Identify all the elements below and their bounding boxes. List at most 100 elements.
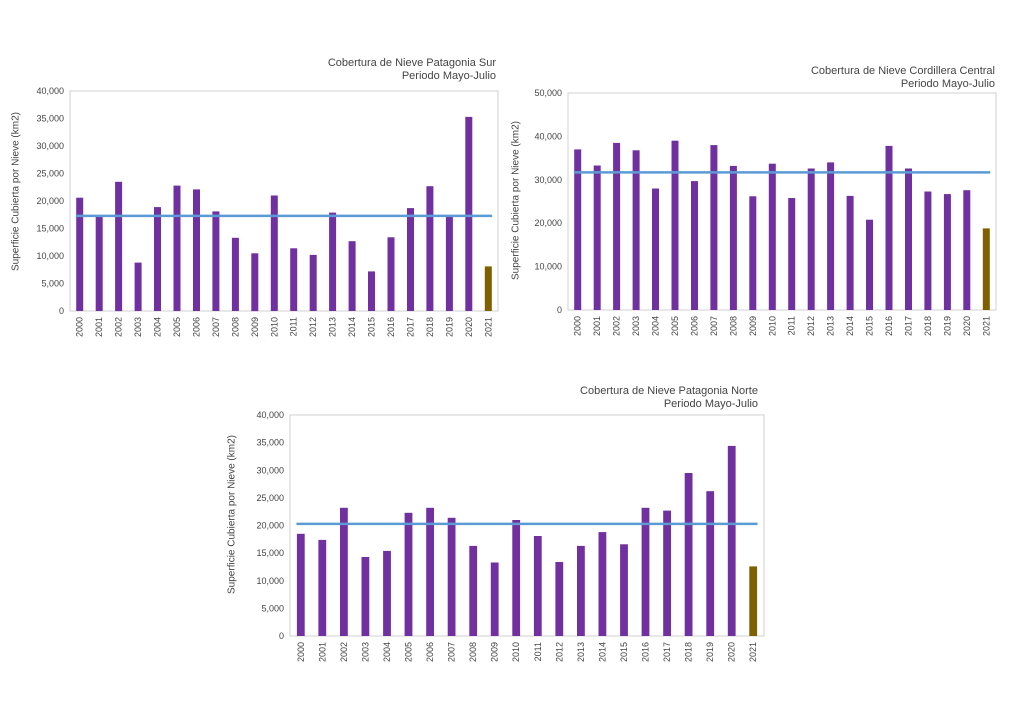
x-tick-label: 2012 xyxy=(554,642,564,662)
y-tick-label: 30,000 xyxy=(256,465,284,475)
y-tick-label: 30,000 xyxy=(534,175,562,185)
x-tick-label: 2000 xyxy=(75,317,85,337)
chart-subtitle-line: Periodo Mayo-Julio xyxy=(663,398,758,410)
y-tick-label: 35,000 xyxy=(36,114,64,124)
bar-2002 xyxy=(340,507,348,636)
y-tick-label: 15,000 xyxy=(36,224,64,234)
bar-2016 xyxy=(885,145,893,310)
x-tick-label: 2001 xyxy=(317,642,327,662)
bar-2006 xyxy=(193,189,200,311)
bar-2015 xyxy=(368,271,375,311)
bar-2019 xyxy=(445,216,453,311)
bar-2002 xyxy=(115,181,123,312)
y-tick-label: 30,000 xyxy=(36,141,64,151)
x-tick-label: 2004 xyxy=(382,642,392,662)
x-tick-label: 2011 xyxy=(289,317,299,336)
bar-2001 xyxy=(318,539,327,636)
bar-2008 xyxy=(729,165,737,310)
x-tick-label: 2010 xyxy=(511,642,521,662)
x-tick-label: 2017 xyxy=(903,316,913,336)
y-tick-label: 40,000 xyxy=(256,410,284,420)
plot-area xyxy=(69,90,499,312)
y-tick-label: 20,000 xyxy=(256,521,284,531)
x-tick-label: 2001 xyxy=(592,316,602,336)
plot-area xyxy=(567,92,997,311)
x-tick-label: 2007 xyxy=(211,317,221,337)
x-tick-label: 2000 xyxy=(573,316,583,336)
bar-2005 xyxy=(173,185,181,311)
bar-2015 xyxy=(866,219,873,310)
y-tick-label: 40,000 xyxy=(534,131,562,141)
bar-2004 xyxy=(652,188,659,310)
y-tick-label: 25,000 xyxy=(36,169,64,179)
bar-2015 xyxy=(620,544,628,636)
bar-2001 xyxy=(95,216,103,311)
plot-area xyxy=(289,414,765,637)
bar-2012 xyxy=(807,168,815,310)
x-tick-label: 2006 xyxy=(191,317,201,337)
x-tick-label: 2020 xyxy=(464,317,474,337)
bar-2020 xyxy=(465,116,473,312)
bar-2007 xyxy=(710,145,718,310)
x-tick-label: 2000 xyxy=(296,642,306,662)
y-tick-label: 10,000 xyxy=(534,262,562,272)
chart-title: Cobertura de Nieve Patagonia Norte Perio… xyxy=(580,385,758,411)
bar-2018 xyxy=(684,473,693,636)
x-tick-label: 2004 xyxy=(153,317,163,337)
chart-title-line: Cobertura de Nieve Patagonia Sur xyxy=(327,57,496,69)
bar-chart-svg: 0 10,000 20,000 30,000 40,000 50,000 2000 2001 2… xyxy=(534,88,997,336)
chart-patagonia-norte: Cobertura de Nieve Patagonia Norte Perio… xyxy=(210,370,790,719)
y-tick-label: 35,000 xyxy=(256,438,284,448)
chart-title: Cobertura de Nieve Cordillera Central Pe… xyxy=(811,65,995,91)
bar-2021 xyxy=(749,566,758,636)
x-tick-label: 2002 xyxy=(612,316,622,336)
bar-2017 xyxy=(905,168,912,310)
bar-2011 xyxy=(533,536,542,636)
x-tick-label: 2019 xyxy=(444,317,454,337)
y-tick-label: 20,000 xyxy=(534,218,562,228)
bar-2010 xyxy=(512,520,521,636)
bar-2016 xyxy=(387,237,395,311)
bar-2018 xyxy=(924,191,932,310)
bar-2019 xyxy=(943,194,951,310)
bar-2006 xyxy=(426,507,434,636)
x-tick-label: 2021 xyxy=(483,317,493,337)
x-tick-label: 2001 xyxy=(94,317,104,337)
x-tick-label: 2003 xyxy=(133,317,143,337)
y-tick-label: 10,000 xyxy=(256,576,284,586)
bar-2000 xyxy=(296,533,305,636)
bar-2005 xyxy=(671,140,679,310)
x-tick-label: 2005 xyxy=(172,317,182,337)
bar-2014 xyxy=(598,532,607,636)
chart-title-line: Cobertura de Nieve Patagonia Norte xyxy=(580,385,758,397)
chart-patagonia-sur: Cobertura de Nieve Patagonia Sur Periodo… xyxy=(0,0,520,360)
bar-2016 xyxy=(641,507,650,636)
y-tick-label: 0 xyxy=(59,306,64,316)
y-tick-label: 5,000 xyxy=(41,279,64,289)
bar-2021 xyxy=(484,266,492,311)
x-tick-label: 2020 xyxy=(727,642,737,662)
x-tick-label: 2016 xyxy=(386,317,396,337)
x-tick-label: 2013 xyxy=(826,316,836,336)
x-tick-label: 2009 xyxy=(250,317,260,337)
x-tick-label: 2005 xyxy=(404,642,414,662)
x-tick-label: 2006 xyxy=(689,316,699,336)
x-tick-label: 2017 xyxy=(405,317,415,337)
bar-2008 xyxy=(231,237,239,311)
y-tick-label: 50,000 xyxy=(534,88,562,98)
bar-2004 xyxy=(154,207,161,311)
bar-2010 xyxy=(768,163,776,310)
x-tick-label: 2002 xyxy=(114,317,124,337)
bar-2011 xyxy=(788,198,796,310)
bar-2017 xyxy=(663,510,671,636)
bar-2012 xyxy=(309,254,317,311)
bar-2007 xyxy=(212,211,220,311)
chart-title: Cobertura de Nieve Patagonia Sur Periodo… xyxy=(328,57,496,83)
bar-2012 xyxy=(555,562,564,636)
bar-2004 xyxy=(383,550,391,636)
bar-2017 xyxy=(407,208,414,311)
bar-2007 xyxy=(447,517,456,636)
bar-2003 xyxy=(361,557,370,636)
bar-2003 xyxy=(134,262,142,311)
x-tick-label: 2008 xyxy=(230,317,240,337)
